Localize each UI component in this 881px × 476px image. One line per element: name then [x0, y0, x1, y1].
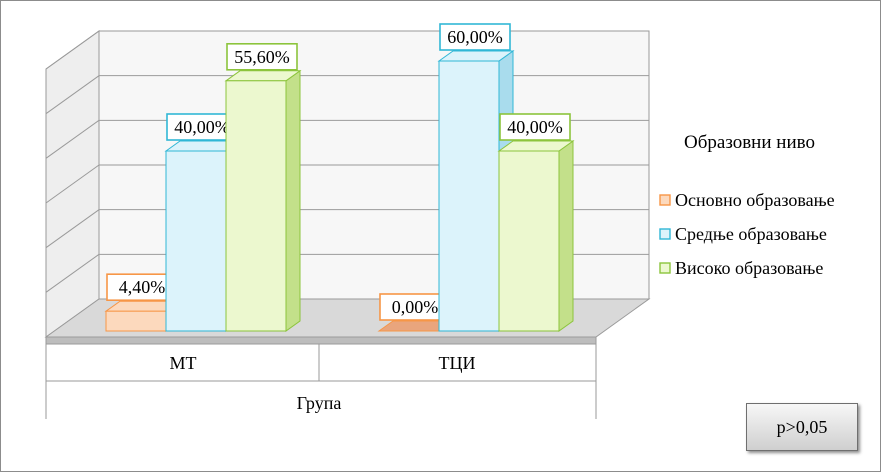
data-label-основно-образовање-тци: 0,00% — [379, 293, 451, 321]
x-axis-title: Група — [297, 393, 342, 413]
gridline-side — [45, 209, 100, 249]
data-label-text: 4,40% — [119, 277, 166, 297]
data-label-text: 0,00% — [392, 297, 439, 317]
legend: Образовни ниво Основно образовање Средње о… — [659, 132, 835, 278]
data-label-box — [499, 113, 571, 141]
category-label: МТ — [170, 353, 197, 373]
data-label-box — [439, 23, 511, 51]
data-label-основно-образовање-мт: 4,40% — [106, 273, 178, 302]
gridline-side — [45, 164, 100, 204]
bar-високо-образовање-тци — [497, 140, 575, 332]
bar-side — [558, 140, 574, 332]
p-value-text: p>0,05 — [776, 416, 828, 437]
legend-item-основно-образовање: Основно образовање — [659, 190, 835, 210]
category-label: ТЦИ — [439, 353, 476, 373]
legend-swatch — [659, 228, 671, 240]
legend-item-средње-образовање: Средње образовање — [659, 224, 827, 244]
category-axis: МТ ТЦИ Група — [45, 344, 597, 419]
bar-top — [224, 70, 302, 82]
bar-side — [285, 69, 301, 332]
legend-swatch — [659, 194, 671, 206]
bars: 4,40% 40,00% 55,60% 0,00% 60,00% 40,00% — [104, 23, 575, 332]
legend-title: Образовни ниво — [684, 132, 815, 153]
data-label-box — [106, 273, 178, 302]
legend-swatch — [659, 262, 671, 274]
legend-label: Средње образовање — [675, 224, 827, 244]
bar-front — [438, 60, 500, 332]
bar-front — [225, 80, 287, 332]
floor-front-edge — [45, 336, 597, 345]
gridline-side — [45, 30, 100, 70]
bar-top — [437, 50, 515, 62]
legend-label: Високо образовање — [675, 258, 823, 278]
gridline-side — [45, 253, 100, 293]
data-label-box — [226, 42, 298, 71]
data-label-средње-образовање-тци: 60,00% — [439, 23, 511, 51]
legend-label: Основно образовање — [675, 190, 835, 210]
data-label-високо-образовање-мт: 55,60% — [226, 42, 298, 71]
gridline-side — [45, 75, 100, 115]
p-value-box: p>0,05 — [746, 403, 858, 451]
bar-top — [497, 140, 575, 152]
bar-front — [165, 150, 227, 332]
data-label-text: 40,00% — [174, 117, 230, 137]
bar-front — [105, 310, 167, 332]
bar-front — [498, 150, 560, 332]
legend-item-високо-образовање: Високо образовање — [659, 258, 823, 278]
data-label-високо-образовање-тци: 40,00% — [499, 113, 571, 141]
bar-високо-образовање-мт — [224, 69, 302, 332]
data-label-text: 55,60% — [234, 47, 290, 67]
data-label-text: 40,00% — [507, 117, 563, 137]
data-label-text: 60,00% — [447, 27, 503, 47]
gridline-side — [45, 119, 100, 159]
